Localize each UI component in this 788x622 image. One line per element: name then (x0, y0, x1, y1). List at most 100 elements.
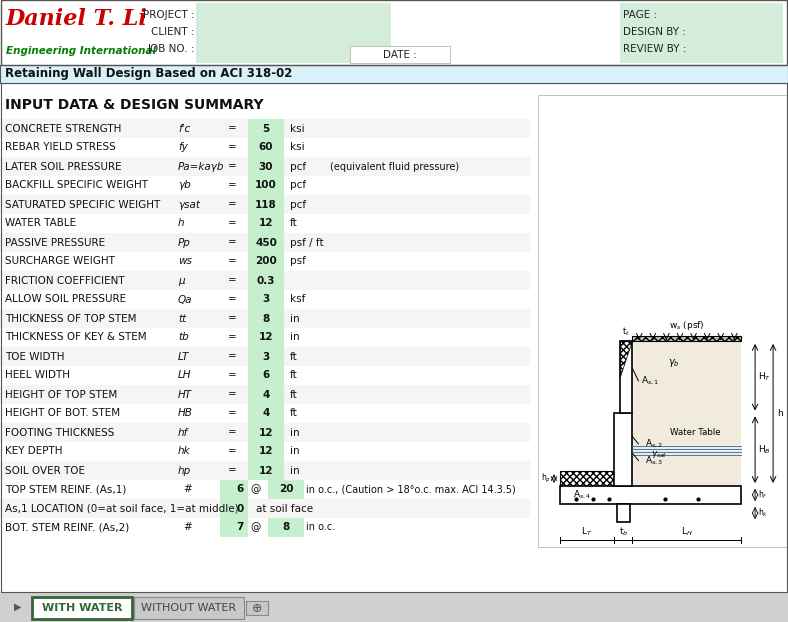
Text: h$_p$: h$_p$ (541, 472, 551, 485)
Bar (248, 442, 284, 461)
Bar (248, 404, 284, 423)
Text: =: = (228, 142, 236, 152)
Text: =: = (228, 351, 236, 361)
Text: PASSIVE PRESSURE: PASSIVE PRESSURE (5, 238, 105, 248)
Text: ft: ft (290, 371, 298, 381)
Bar (0, 83, 788, 592)
Text: JOB NO. :: JOB NO. : (147, 44, 195, 54)
Text: #: # (183, 522, 191, 532)
Text: 4: 4 (262, 409, 269, 419)
Text: Pp: Pp (178, 238, 191, 248)
Text: REVIEW BY :: REVIEW BY : (623, 44, 686, 54)
Text: #: # (183, 485, 191, 494)
Text: Water Table: Water Table (670, 427, 721, 437)
Bar (0, 480, 530, 499)
Text: CLIENT :: CLIENT : (151, 27, 195, 37)
Text: in: in (290, 313, 299, 323)
Text: TOP STEM REINF. (As,1): TOP STEM REINF. (As,1) (5, 485, 126, 494)
Text: Retaining Wall Design Based on ACI 318-02: Retaining Wall Design Based on ACI 318-0… (5, 68, 292, 80)
Text: ALLOW SOIL PRESSURE: ALLOW SOIL PRESSURE (5, 294, 126, 305)
Bar (0, 461, 530, 480)
Text: H$_B$: H$_B$ (758, 443, 771, 456)
Text: 0: 0 (236, 503, 243, 514)
Bar (0, 518, 530, 537)
Text: 3: 3 (262, 351, 269, 361)
Text: in: in (290, 333, 299, 343)
Text: 12: 12 (258, 465, 273, 475)
Text: in: in (290, 427, 299, 437)
Bar (0, 366, 530, 385)
Text: =: = (228, 427, 236, 437)
Text: THICKNESS OF TOP STEM: THICKNESS OF TOP STEM (5, 313, 136, 323)
Text: L$_H$: L$_H$ (681, 526, 693, 539)
Text: Qa: Qa (178, 294, 192, 305)
Text: 30: 30 (258, 162, 273, 172)
Bar (0, 290, 530, 309)
Bar (0, 176, 530, 195)
Text: ft: ft (290, 351, 298, 361)
Bar (268, 480, 304, 499)
Bar (220, 499, 248, 518)
Text: =: = (228, 409, 236, 419)
Bar (0, 328, 530, 347)
Text: A$_{s,2}$: A$_{s,2}$ (645, 438, 663, 450)
Text: fy: fy (178, 142, 188, 152)
Text: =: = (228, 238, 236, 248)
Text: ft: ft (290, 389, 298, 399)
Text: hk: hk (178, 447, 191, 457)
Text: WITH WATER: WITH WATER (42, 603, 122, 613)
Text: Pa=kaγb: Pa=kaγb (178, 162, 225, 172)
Text: DESIGN BY :: DESIGN BY : (623, 27, 686, 37)
Text: hf: hf (178, 427, 188, 437)
Text: $\gamma_b$: $\gamma_b$ (668, 357, 679, 369)
Text: LT: LT (178, 351, 189, 361)
Text: h: h (178, 218, 184, 228)
Bar (0, 119, 530, 138)
Text: Engineering International: Engineering International (6, 46, 156, 56)
Text: ksf: ksf (290, 294, 306, 305)
Text: Daniel T. Li: Daniel T. Li (6, 8, 148, 30)
Text: 20: 20 (279, 485, 293, 494)
Text: ▶: ▶ (14, 602, 22, 612)
Text: HT: HT (178, 389, 192, 399)
Bar (0, 423, 530, 442)
Text: γsat: γsat (178, 200, 200, 210)
Text: 12: 12 (258, 427, 273, 437)
Text: HEIGHT OF BOT. STEM: HEIGHT OF BOT. STEM (5, 409, 120, 419)
Text: =: = (228, 465, 236, 475)
Text: LH: LH (178, 371, 191, 381)
Text: μ: μ (178, 276, 184, 285)
Text: BOT. STEM REINF. (As,2): BOT. STEM REINF. (As,2) (5, 522, 129, 532)
Bar (1, 83, 787, 592)
Text: f'c: f'c (178, 124, 190, 134)
Text: =: = (228, 371, 236, 381)
Text: INPUT DATA & DESIGN SUMMARY: INPUT DATA & DESIGN SUMMARY (5, 98, 264, 112)
Text: SOIL OVER TOE: SOIL OVER TOE (5, 465, 85, 475)
Text: DATE :: DATE : (383, 50, 417, 60)
Text: 118: 118 (255, 200, 277, 210)
Bar (248, 138, 284, 157)
Bar (248, 119, 284, 138)
Bar (268, 518, 304, 537)
Text: (equivalent fluid pressure): (equivalent fluid pressure) (330, 162, 459, 172)
Text: h: h (777, 409, 783, 418)
Bar (0, 138, 530, 157)
Text: =: = (228, 200, 236, 210)
Bar (0, 214, 530, 233)
Bar (248, 385, 284, 404)
Bar (0, 404, 530, 423)
Bar (0, 592, 788, 622)
Text: 12: 12 (258, 218, 273, 228)
Text: WITHOUT WATER: WITHOUT WATER (141, 603, 236, 613)
Text: pcf: pcf (290, 180, 306, 190)
Bar (248, 195, 284, 214)
Text: 200: 200 (255, 256, 277, 266)
Text: in o.c.: in o.c. (306, 522, 335, 532)
Text: w$_s$ (psf): w$_s$ (psf) (669, 319, 704, 332)
Text: ft: ft (290, 218, 298, 228)
Text: SURCHARGE WEIGHT: SURCHARGE WEIGHT (5, 256, 115, 266)
Bar (134, 597, 244, 619)
Bar (0, 309, 530, 328)
Text: γb: γb (178, 180, 191, 190)
Text: =: = (228, 389, 236, 399)
